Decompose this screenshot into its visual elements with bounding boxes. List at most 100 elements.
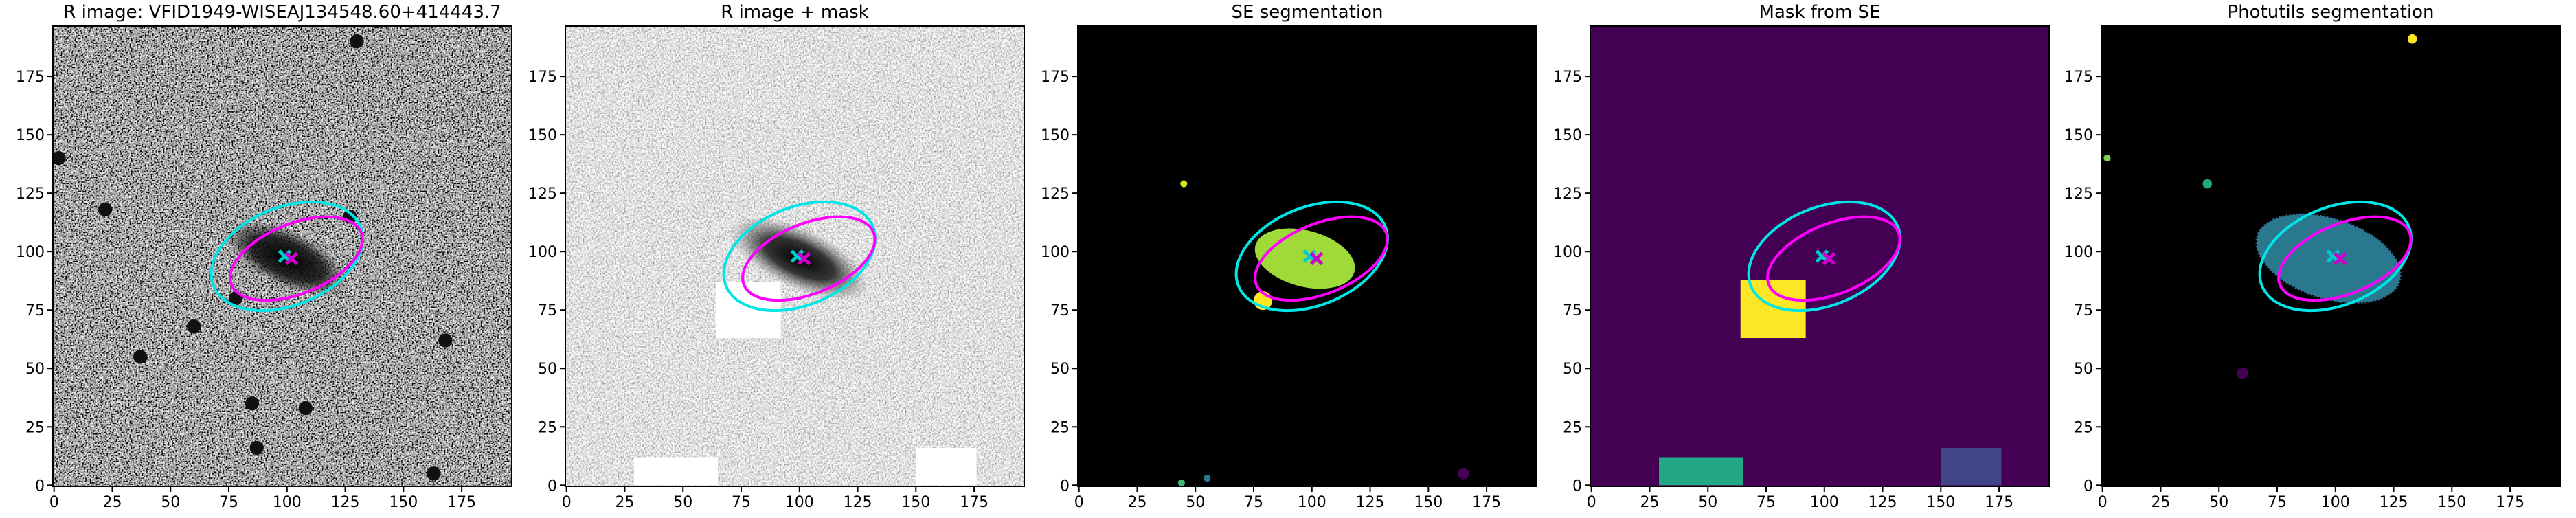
x-tick-label: 175 <box>1985 494 2013 511</box>
x-tick-label: 50 <box>673 494 692 511</box>
x-tick-label: 125 <box>1356 494 1385 511</box>
y-tick-label: 75 <box>2074 302 2093 319</box>
y-tick-label: 125 <box>1553 185 1582 203</box>
center-marker <box>2326 249 2340 263</box>
aperture <box>1766 215 1901 302</box>
image-panel <box>1590 26 2049 486</box>
y-tick-label: 175 <box>1553 69 1582 86</box>
panel-title: Mask from SE <box>1759 2 1881 23</box>
y-tick-label: 25 <box>538 419 557 436</box>
source <box>1177 479 1185 486</box>
y-tick-label: 100 <box>1041 244 1070 261</box>
y-tick-label: 50 <box>538 361 557 378</box>
mask-region <box>1740 280 1806 339</box>
y-tick-label: 125 <box>1041 185 1070 203</box>
axes-frame <box>565 25 1025 487</box>
image-panel <box>2101 26 2560 486</box>
y-tick-label: 75 <box>1050 302 1070 319</box>
y-tick-label: 50 <box>2074 361 2093 378</box>
x-tick-label: 100 <box>273 494 302 511</box>
center-marker <box>1302 249 1317 263</box>
y-tick-label: 0 <box>2083 477 2093 495</box>
center-marker <box>278 249 292 263</box>
x-tick-label: 75 <box>1244 494 1263 511</box>
y-tick-label: 175 <box>528 69 557 86</box>
center-marker <box>284 251 299 266</box>
source <box>350 34 364 49</box>
y-tick-label: 50 <box>1050 361 1070 378</box>
source <box>98 202 113 217</box>
x-tick-label: 25 <box>615 494 634 511</box>
center-marker <box>1815 249 1829 263</box>
mask-region <box>916 447 977 486</box>
x-tick-label: 175 <box>1472 494 1501 511</box>
aperture <box>722 200 877 313</box>
x-tick-label: 0 <box>2098 494 2108 511</box>
y-tick-label: 50 <box>25 361 45 378</box>
y-tick-label: 0 <box>547 477 557 495</box>
source <box>2103 155 2111 162</box>
x-tick-label: 150 <box>2437 494 2466 511</box>
x-tick-label: 75 <box>732 494 751 511</box>
y-tick-label: 25 <box>1563 419 1582 436</box>
axes-frame <box>2101 25 2561 487</box>
x-tick-label: 100 <box>785 494 814 511</box>
x-tick-label: 25 <box>1640 494 1659 511</box>
source <box>245 396 260 411</box>
aperture <box>210 200 364 313</box>
panel-title: SE segmentation <box>1232 2 1383 23</box>
axes-frame <box>52 25 512 487</box>
center-marker <box>1309 251 1324 266</box>
aperture <box>741 215 877 302</box>
y-tick-label: 75 <box>25 302 45 319</box>
center-marker <box>2333 251 2347 266</box>
y-tick-label: 25 <box>1050 419 1070 436</box>
source <box>2202 179 2213 189</box>
x-tick-label: 0 <box>562 494 572 511</box>
x-tick-label: 75 <box>219 494 238 511</box>
x-tick-label: 50 <box>1186 494 1205 511</box>
y-tick-label: 150 <box>2064 127 2093 144</box>
y-tick-label: 175 <box>16 69 45 86</box>
y-tick-label: 150 <box>16 127 45 144</box>
x-tick-label: 75 <box>2268 494 2287 511</box>
y-tick-label: 100 <box>1553 244 1582 261</box>
x-tick-label: 175 <box>960 494 988 511</box>
x-tick-label: 0 <box>1587 494 1596 511</box>
x-tick-label: 50 <box>161 494 180 511</box>
aperture <box>2258 200 2413 313</box>
x-tick-label: 25 <box>102 494 122 511</box>
source <box>298 401 313 416</box>
source <box>1180 180 1188 188</box>
x-tick-label: 125 <box>844 494 872 511</box>
x-tick-label: 0 <box>1074 494 1084 511</box>
source <box>1457 467 1469 480</box>
y-tick-label: 25 <box>25 419 45 436</box>
y-tick-label: 0 <box>35 477 45 495</box>
image-panel <box>565 26 1024 486</box>
center-marker <box>1822 251 1836 266</box>
y-tick-label: 0 <box>1060 477 1070 495</box>
panel-title: R image: VFID1949-WISEAJ134548.60+414443… <box>63 2 501 23</box>
image-panel <box>1078 26 1537 486</box>
y-tick-label: 175 <box>1041 69 1070 86</box>
axes-frame <box>1590 25 2050 487</box>
x-tick-label: 100 <box>1298 494 1326 511</box>
y-tick-label: 50 <box>1563 361 1582 378</box>
y-tick-label: 0 <box>1572 477 1582 495</box>
aperture <box>1234 200 1389 313</box>
y-tick-label: 100 <box>16 244 45 261</box>
x-tick-label: 175 <box>447 494 476 511</box>
y-tick-label: 125 <box>2064 185 2093 203</box>
source <box>133 350 148 364</box>
x-tick-label: 50 <box>1698 494 1717 511</box>
aperture <box>1254 215 1389 302</box>
x-tick-label: 100 <box>1810 494 1839 511</box>
x-tick-label: 0 <box>49 494 59 511</box>
y-tick-label: 25 <box>2074 419 2093 436</box>
x-tick-label: 50 <box>2209 494 2228 511</box>
mask-region <box>1941 447 2002 486</box>
image-panel <box>53 26 512 486</box>
x-tick-label: 125 <box>2380 494 2408 511</box>
axes-frame <box>1077 25 1537 487</box>
